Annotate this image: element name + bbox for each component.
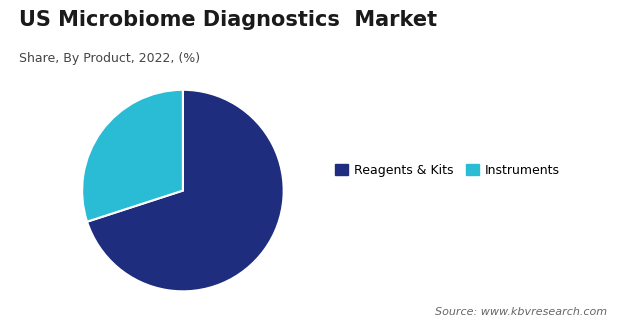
- Legend: Reagents & Kits, Instruments: Reagents & Kits, Instruments: [335, 164, 560, 177]
- Wedge shape: [82, 90, 183, 222]
- Text: Share, By Product, 2022, (%): Share, By Product, 2022, (%): [19, 52, 200, 65]
- Text: US Microbiome Diagnostics  Market: US Microbiome Diagnostics Market: [19, 10, 436, 30]
- Wedge shape: [87, 90, 284, 291]
- Text: Source: www.kbvresearch.com: Source: www.kbvresearch.com: [435, 307, 608, 317]
